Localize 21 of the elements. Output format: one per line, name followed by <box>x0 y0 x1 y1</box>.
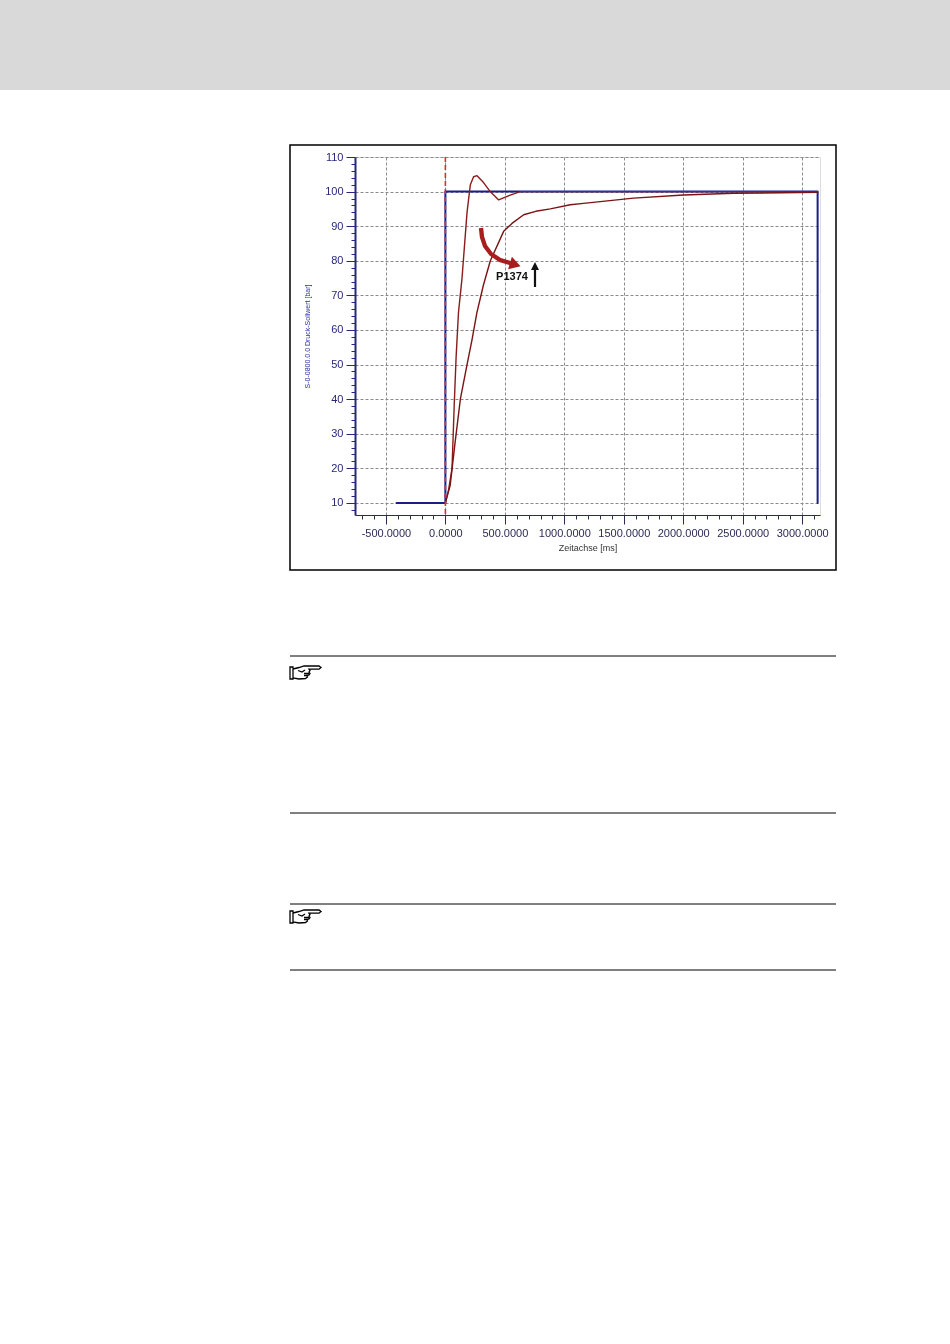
y-tick-label: 10 <box>331 496 344 509</box>
x-tick-label: 2500.0000 <box>717 526 770 539</box>
y-tick-label: 40 <box>331 392 344 405</box>
y-tick-label: 60 <box>331 323 344 336</box>
x-tick-label: 0.0000 <box>429 526 463 539</box>
y-tick-label: 20 <box>331 461 344 474</box>
y-tick-label: 70 <box>331 288 344 301</box>
x-tick-label: 500.0000 <box>482 526 529 539</box>
y-tick-label: 80 <box>331 254 344 267</box>
x-tick-label: 1500.0000 <box>598 526 651 539</box>
x-tick-label: -500.0000 <box>361 526 412 539</box>
annotation: P1374 <box>496 270 529 282</box>
x-tick-label: 1000.0000 <box>538 526 591 539</box>
y-tick-label: 90 <box>331 219 344 232</box>
x-tick-label: 3000.0000 <box>776 526 829 539</box>
y-tick-label: 30 <box>331 427 344 440</box>
y-tick-label: 100 <box>325 185 344 198</box>
x-tick-label: 2000.0000 <box>657 526 710 539</box>
y-tick-label: 110 <box>325 150 344 163</box>
y-tick-label: 50 <box>331 358 344 371</box>
x-axis-title: Zeitachse [ms] <box>558 542 618 553</box>
